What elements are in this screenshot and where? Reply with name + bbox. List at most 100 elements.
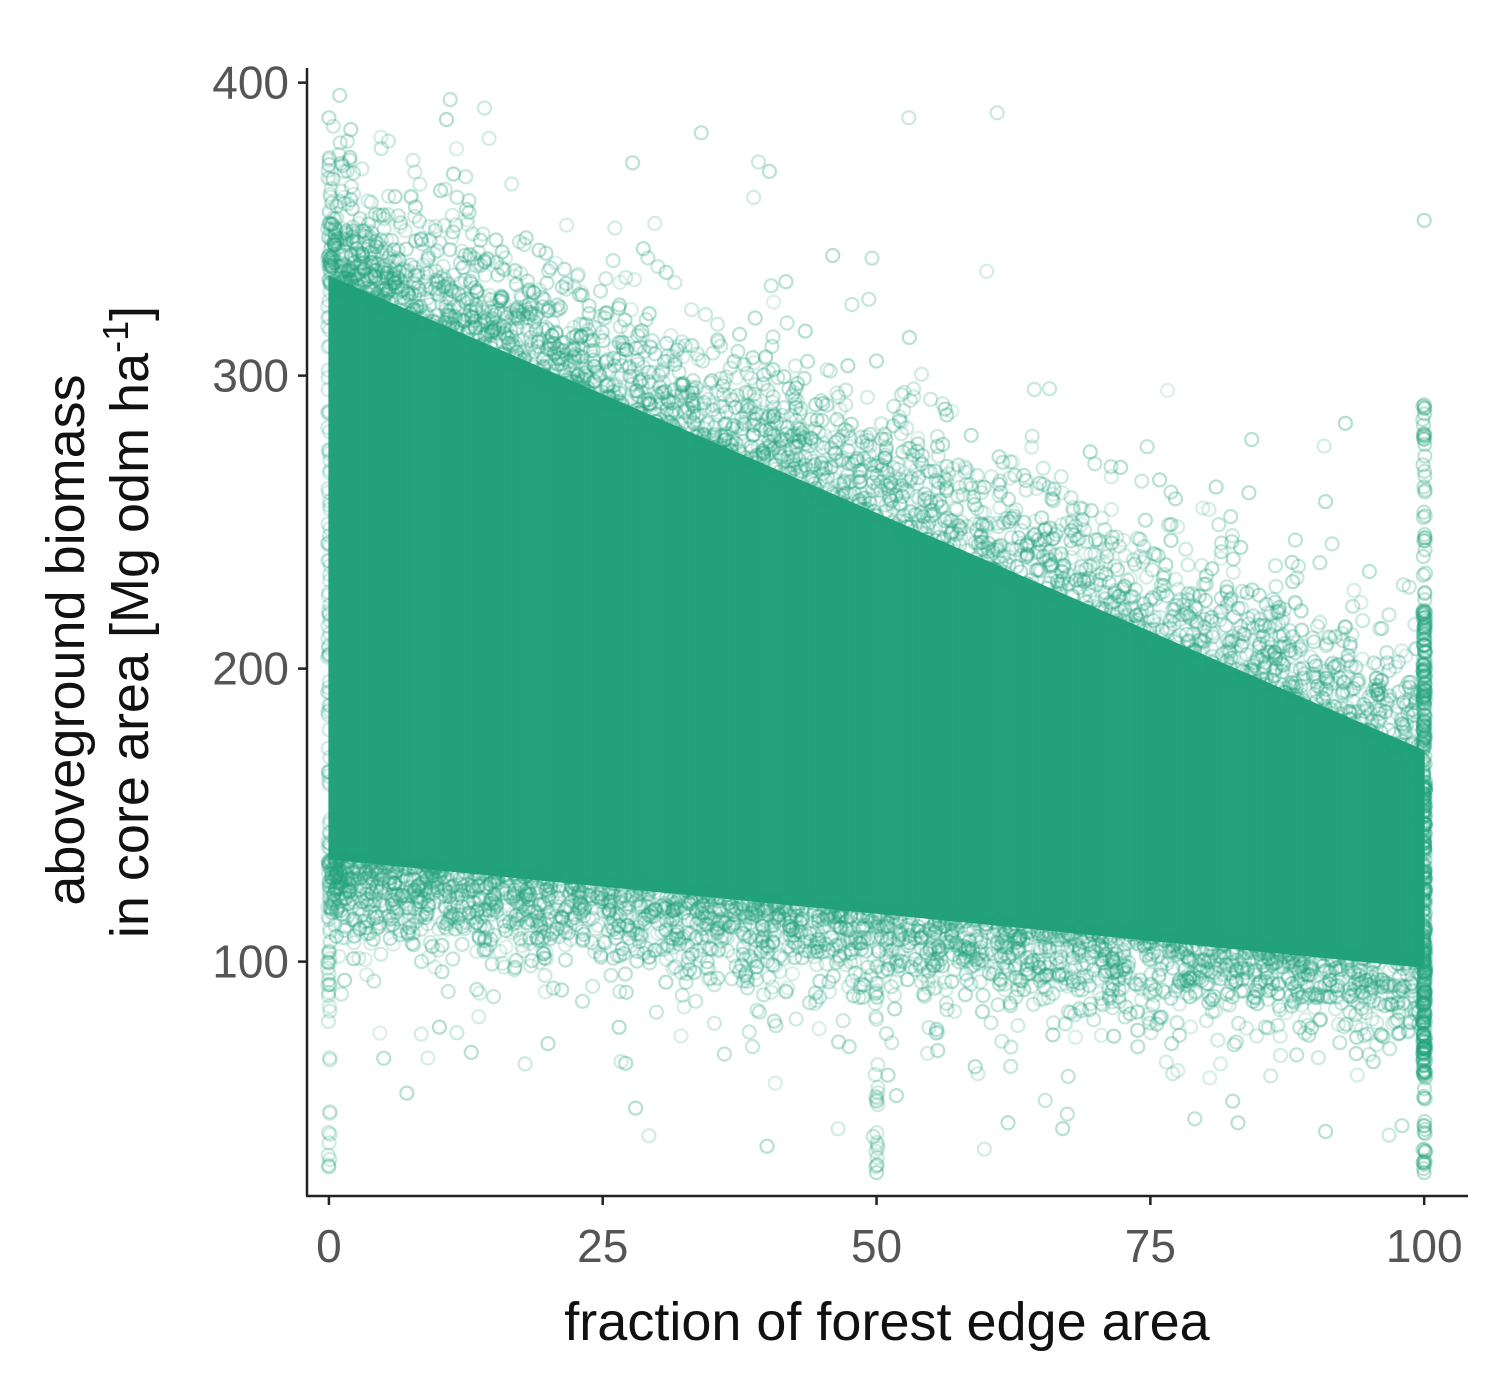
data-point — [1134, 473, 1150, 489]
data-point — [990, 997, 1006, 1013]
data-point — [737, 908, 754, 925]
data-point — [826, 908, 842, 924]
data-point — [1103, 501, 1120, 518]
data-point — [449, 883, 465, 900]
data-point — [373, 283, 389, 299]
data-point — [870, 906, 886, 922]
data-point — [464, 309, 480, 325]
data-point — [932, 912, 948, 929]
data-point — [922, 391, 939, 407]
data-point — [1060, 925, 1076, 942]
data-point — [1397, 721, 1413, 737]
data-point — [364, 876, 380, 892]
dense-point-region — [1169, 639, 1176, 944]
data-point — [535, 321, 551, 337]
data-point — [871, 908, 887, 925]
data-point — [414, 882, 430, 899]
data-point — [737, 951, 753, 967]
data-point — [329, 865, 345, 882]
data-point — [1269, 941, 1286, 958]
data-point — [1217, 937, 1233, 953]
data-point — [801, 438, 817, 454]
data-point — [636, 911, 652, 927]
data-point — [1356, 727, 1373, 743]
data-point — [772, 447, 788, 463]
data-point — [617, 966, 633, 982]
dense-point-region — [1284, 689, 1291, 955]
data-point — [468, 895, 484, 911]
data-point — [536, 946, 552, 962]
dense-point-region — [1349, 717, 1355, 962]
data-point — [1094, 510, 1110, 526]
data-point — [360, 897, 376, 913]
data-point — [1342, 711, 1358, 728]
data-point — [748, 959, 764, 975]
data-point — [1287, 532, 1304, 548]
data-point — [1021, 576, 1038, 593]
data-point — [531, 282, 547, 298]
data-point — [388, 904, 404, 920]
data-point — [748, 448, 764, 464]
data-point — [658, 922, 674, 939]
data-point — [1024, 428, 1040, 444]
data-point — [1253, 681, 1269, 697]
data-point — [631, 374, 648, 390]
data-point — [1283, 642, 1299, 659]
dense-point-region — [1249, 674, 1256, 952]
data-point — [582, 875, 598, 891]
data-point — [1212, 971, 1229, 987]
data-point — [1369, 686, 1386, 702]
data-point — [966, 516, 983, 532]
data-point — [1104, 529, 1120, 545]
data-point — [411, 213, 427, 229]
data-point — [571, 375, 587, 391]
dense-point-region — [726, 447, 733, 900]
data-point — [419, 306, 435, 322]
dense-point-region — [1239, 670, 1246, 951]
data-point — [1053, 469, 1069, 485]
data-point — [1346, 992, 1362, 1008]
data-point — [373, 946, 389, 962]
data-point — [617, 312, 633, 328]
data-point — [755, 987, 772, 1003]
data-point — [449, 141, 465, 157]
data-point — [592, 283, 609, 299]
data-point — [1316, 438, 1332, 454]
data-point — [1352, 962, 1369, 978]
data-point — [408, 887, 425, 904]
data-point — [1229, 963, 1245, 979]
data-point — [724, 898, 740, 914]
data-point — [453, 333, 470, 349]
data-point — [603, 894, 620, 911]
data-point — [794, 910, 811, 927]
data-point — [362, 281, 378, 298]
data-point — [1291, 990, 1307, 1006]
data-point — [1218, 956, 1234, 972]
data-point — [1337, 415, 1354, 431]
data-point — [1076, 573, 1092, 589]
data-point — [381, 917, 397, 933]
dense-point-region — [1144, 629, 1151, 941]
data-point — [375, 300, 391, 316]
data-point — [460, 290, 476, 307]
data-point — [842, 438, 858, 455]
data-point — [685, 881, 701, 898]
data-point — [1035, 926, 1051, 942]
data-point — [1141, 951, 1158, 968]
data-point — [705, 432, 721, 448]
data-point — [530, 306, 546, 322]
data-point — [606, 358, 623, 374]
data-point — [538, 319, 554, 335]
data-point — [322, 900, 339, 916]
data-point — [887, 1001, 903, 1017]
data-point — [811, 1021, 827, 1037]
data-point — [1387, 736, 1403, 753]
data-point — [784, 966, 801, 982]
data-point — [539, 911, 555, 928]
dense-point-region — [701, 437, 708, 898]
data-point — [551, 878, 568, 894]
data-point — [1084, 927, 1100, 943]
dense-point-region — [433, 320, 439, 871]
data-point — [935, 436, 951, 452]
data-point — [546, 363, 562, 379]
